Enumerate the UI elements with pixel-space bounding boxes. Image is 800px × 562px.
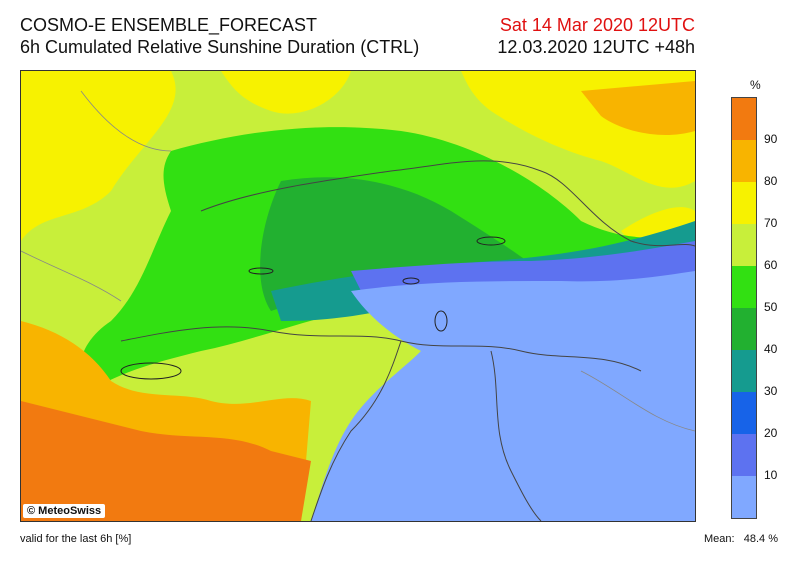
product-subtitle: 6h Cumulated Relative Sunshine Duration … <box>20 37 420 57</box>
valid-date: Sat 14 Mar 2020 12UTC <box>499 15 695 35</box>
product-title: COSMO-E ENSEMBLE_FORECAST <box>20 15 318 35</box>
legend-band <box>732 224 756 266</box>
legend-band <box>732 182 756 224</box>
legend-label: 90 <box>764 132 778 146</box>
legend-band <box>732 140 756 182</box>
validity-note: valid for the last 6h [%] <box>20 533 132 545</box>
title-block: COSMO-E ENSEMBLE_FORECAST 6h Cumulated R… <box>20 14 419 58</box>
legend-band <box>732 266 756 308</box>
legend-band <box>732 476 756 518</box>
legend-label: 80 <box>764 174 778 188</box>
legend-label: 10 <box>764 468 778 482</box>
legend-label: 60 <box>764 258 778 272</box>
sunshine-field <box>21 71 695 521</box>
time-block: Sat 14 Mar 2020 12UTC 12.03.2020 12UTC +… <box>497 14 695 58</box>
legend-band <box>732 98 756 140</box>
legend-unit: % <box>750 78 761 92</box>
legend-label: 30 <box>764 384 778 398</box>
copyright-badge: © MeteoSwiss <box>23 504 106 518</box>
legend-band <box>732 350 756 392</box>
forecast-map: © MeteoSwiss <box>20 70 696 522</box>
color-legend <box>731 97 757 519</box>
legend-label: 20 <box>764 426 778 440</box>
mean-readout: Mean: 48.4 % <box>704 533 778 545</box>
legend-band <box>732 308 756 350</box>
mean-label: Mean: <box>703 533 735 545</box>
legend-label: 40 <box>764 342 778 356</box>
mean-value: 48.4 % <box>743 533 778 545</box>
legend-band <box>732 434 756 476</box>
legend-label: 70 <box>764 216 778 230</box>
legend-band <box>732 392 756 434</box>
legend-label: 50 <box>764 300 778 314</box>
run-info: 12.03.2020 12UTC +48h <box>497 37 695 57</box>
